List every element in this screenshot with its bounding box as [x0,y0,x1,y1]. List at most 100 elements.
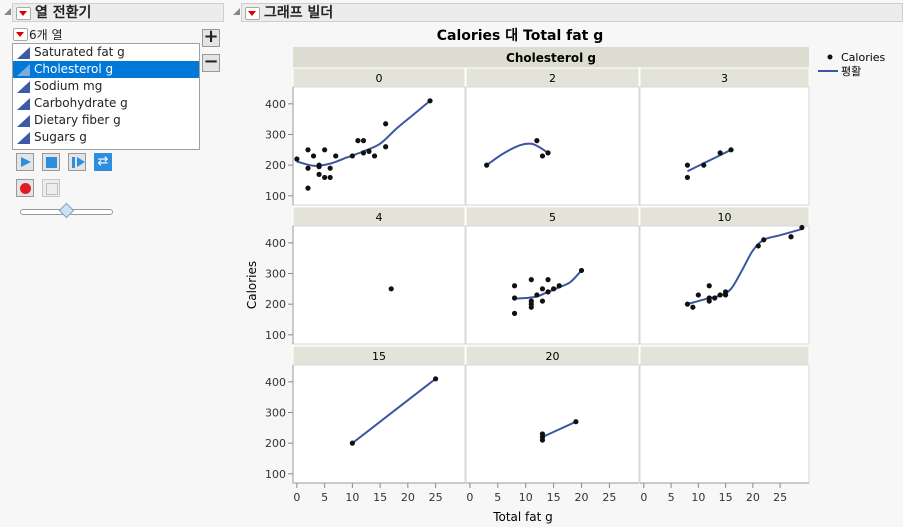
panel-label: 10 [718,211,732,224]
data-point [310,153,317,159]
collapse-icon[interactable] [233,8,240,15]
x-tick-label: 5 [494,491,501,504]
data-point [305,185,311,191]
column-name: Dietary fiber g [34,113,121,127]
x-tick-label: 10 [519,491,533,504]
data-point [294,156,300,162]
panel-plot-area [292,86,466,206]
y-tick-label: 300 [265,407,286,420]
data-point [322,147,328,153]
loop-icon: ⇄ [97,154,109,169]
data-point [383,144,389,150]
continuous-column-icon [17,132,30,144]
x-tick-label: 10 [691,491,705,504]
stop-button[interactable] [42,153,60,171]
data-point [360,138,367,144]
x-tick-label: 0 [466,491,473,504]
x-tick-label: 20 [575,491,589,504]
data-point [755,243,761,249]
column-name: Carbohydrate g [34,96,128,110]
red-triangle-menu-icon[interactable] [16,7,31,20]
x-tick-label: 15 [373,491,387,504]
data-point [366,148,372,154]
data-point [528,304,534,310]
column-name: Saturated fat g [34,45,125,59]
continuous-column-icon [17,98,30,110]
data-point [322,174,328,181]
data-point [383,121,389,127]
save-icon [46,183,58,195]
panel-plot-area [465,364,640,484]
data-point [539,437,546,443]
panel-label: 15 [372,350,386,363]
column-list-item[interactable]: Dietary fiber g [13,112,199,129]
column-list[interactable]: Saturated fat g Cholesterol g Sodium mg Car… [12,43,200,150]
y-tick-label: 300 [265,268,286,281]
data-point [539,153,546,159]
column-list-item[interactable]: Saturated fat g [13,44,199,61]
save-button [42,179,60,197]
x-tick-label: 25 [602,491,616,504]
data-point [556,283,562,289]
record-button[interactable] [16,179,34,197]
smoother-line [486,142,549,166]
column-list-item[interactable]: Cholesterol g [13,61,199,78]
data-point [432,376,439,382]
panel-label: 4 [376,211,383,224]
column-name: Sugars g [34,130,87,144]
panel-plot-area [292,225,466,345]
data-point [761,237,767,243]
column-count: 6개 열 [29,28,63,42]
data-point [316,171,322,177]
chart-title: Calories 대 Total fat g [437,28,604,44]
data-point [484,162,490,168]
data-point [684,162,691,168]
y-tick-label: 200 [265,298,286,311]
column-list-item[interactable]: Sugars g [13,129,199,146]
y-tick-label: 300 [265,129,286,142]
data-point [360,150,367,156]
data-point [349,440,355,446]
column-switcher-header: 열 전환기 [12,3,224,22]
add-column-button[interactable]: + [202,26,220,47]
panel-plot-area [465,86,640,206]
data-point [545,277,551,283]
data-point [511,310,518,316]
graph-builder-title: 그래프 빌더 [264,5,334,21]
collapse-icon[interactable] [4,8,11,15]
data-point [545,150,551,156]
play-button[interactable] [16,153,34,171]
columns-menu-icon[interactable] [13,28,28,41]
data-point [333,153,339,159]
column-list-item[interactable]: Carbohydrate g [13,95,199,112]
remove-column-button[interactable]: − [202,51,220,72]
column-list-item[interactable]: Sodium mg [13,78,199,95]
step-icon [72,157,75,168]
wrap-label: Cholesterol g [506,51,596,65]
data-point [316,162,322,168]
legend-smoother: 평활 [841,64,861,78]
data-point [788,234,794,240]
data-point [695,292,701,298]
panel-label: 5 [549,211,556,224]
x-tick-label: 15 [547,491,561,504]
data-point [545,289,551,295]
x-tick-label: 25 [773,491,787,504]
y-tick-label: 200 [265,159,286,172]
x-tick-label: 0 [640,491,647,504]
continuous-column-icon [17,81,30,93]
loop-button[interactable]: ⇄ [94,153,112,171]
continuous-column-icon [17,47,30,59]
red-triangle-menu-icon[interactable] [245,7,260,20]
panel-label: 20 [546,350,560,363]
data-point [511,283,518,289]
panel-label: 2 [549,72,556,85]
data-point [327,174,333,181]
panel-plot-area [639,86,810,206]
step-button[interactable] [68,153,86,171]
y-tick-label: 100 [265,468,286,481]
continuous-column-icon [17,115,30,127]
data-point [534,138,540,144]
panel-plot-area [465,225,640,345]
